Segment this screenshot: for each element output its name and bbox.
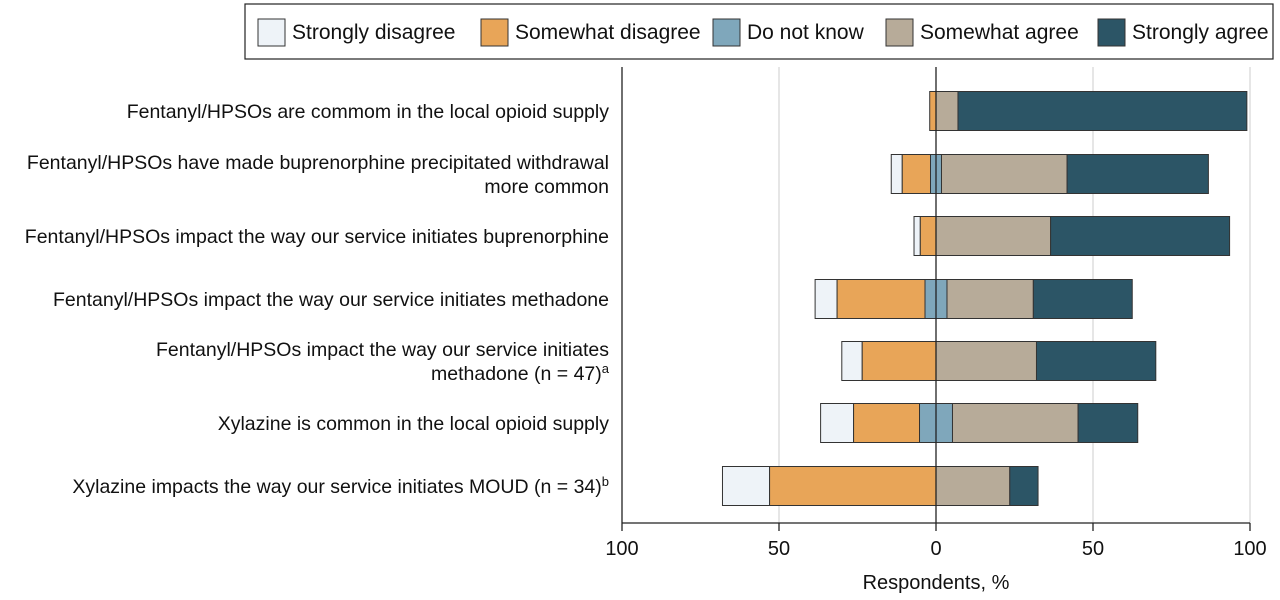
footnote-marker: b bbox=[602, 474, 609, 489]
category-label: Xylazine is common in the local opioid s… bbox=[218, 413, 610, 435]
bar-row4-strongly-disagree bbox=[814, 279, 838, 319]
bar-row5-strongly-disagree bbox=[841, 341, 863, 381]
category-label: Fentanyl/HPSOs impact the way our servic… bbox=[53, 289, 609, 311]
category-labels: Fentanyl/HPSOs are commom in the local o… bbox=[25, 101, 610, 498]
category-label: Fentanyl/HPSOs impact the way our servic… bbox=[156, 339, 609, 361]
x-tick-label: 0 bbox=[930, 538, 941, 560]
category-label: more common bbox=[484, 176, 609, 198]
bar-row3-strongly-agree bbox=[1050, 216, 1231, 256]
bar-row2-strongly-agree bbox=[1066, 154, 1209, 194]
legend-label-somewhat-disagree: Somewhat disagree bbox=[515, 21, 701, 44]
x-axis-title: Respondents, % bbox=[863, 572, 1010, 594]
bar-row6-somewhat-agree bbox=[951, 403, 1079, 443]
x-tick-label: 100 bbox=[1233, 538, 1266, 560]
legend-swatch-somewhat-agree bbox=[885, 18, 914, 47]
bar-row2-somewhat-disagree bbox=[901, 154, 932, 194]
legend: Strongly disagree Somewhat disagree Do not… bbox=[244, 3, 1274, 60]
bar-row6-strongly-agree bbox=[1077, 403, 1139, 443]
bar-row3-strongly-disagree bbox=[913, 216, 921, 256]
bar-row6-strongly-disagree bbox=[820, 403, 855, 443]
legend-swatch-strongly-agree bbox=[1097, 18, 1126, 47]
axes: 100 50 0 50 100 bbox=[605, 67, 1267, 560]
category-label: Fentanyl/HPSOs have made buprenorphine p… bbox=[27, 152, 609, 174]
footnote-marker: a bbox=[602, 361, 610, 376]
legend-swatch-somewhat-disagree bbox=[480, 18, 509, 47]
legend-label-somewhat-agree: Somewhat agree bbox=[920, 21, 1079, 44]
bar-row5-somewhat-agree bbox=[935, 341, 1037, 381]
category-label: Xylazine impacts the way our service ini… bbox=[72, 474, 609, 499]
bar-row4-strongly-agree bbox=[1032, 279, 1133, 319]
bar-row7-strongly-disagree bbox=[721, 466, 771, 506]
bars bbox=[721, 91, 1248, 506]
bar-row2-somewhat-agree bbox=[940, 154, 1068, 194]
bar-row1-somewhat-agree bbox=[935, 91, 959, 131]
x-tick-label: 100 bbox=[605, 538, 638, 560]
bar-row5-somewhat-disagree bbox=[861, 341, 937, 381]
bar-row2-strongly-disagree bbox=[890, 154, 903, 194]
bar-row3-somewhat-disagree bbox=[919, 216, 937, 256]
bar-row3-somewhat-agree bbox=[935, 216, 1052, 256]
bar-row6-somewhat-disagree bbox=[853, 403, 921, 443]
bar-row7-somewhat-agree bbox=[935, 466, 1011, 506]
bar-row4-somewhat-disagree bbox=[836, 279, 926, 319]
legend-swatch-do-not-know bbox=[712, 18, 741, 47]
category-label: Fentanyl/HPSOs are commom in the local o… bbox=[127, 101, 610, 123]
bar-row7-strongly-agree bbox=[1009, 466, 1039, 506]
x-tick-label: 50 bbox=[1082, 538, 1104, 560]
category-label: methadone (n = 47)a bbox=[431, 361, 610, 386]
bar-row7-somewhat-disagree bbox=[769, 466, 937, 506]
legend-label-strongly-disagree: Strongly disagree bbox=[292, 21, 455, 44]
x-tick-label: 50 bbox=[768, 538, 790, 560]
legend-swatch-strongly-disagree bbox=[257, 18, 286, 47]
bar-row1-somewhat-disagree bbox=[929, 91, 937, 131]
legend-label-strongly-agree: Strongly agree bbox=[1132, 21, 1269, 44]
category-label: Fentanyl/HPSOs impact the way our servic… bbox=[25, 226, 609, 248]
legend-label-do-not-know: Do not know bbox=[747, 21, 865, 44]
bar-row1-strongly-agree bbox=[957, 91, 1248, 131]
bar-row5-strongly-agree bbox=[1035, 341, 1157, 381]
bar-row4-somewhat-agree bbox=[946, 279, 1034, 319]
